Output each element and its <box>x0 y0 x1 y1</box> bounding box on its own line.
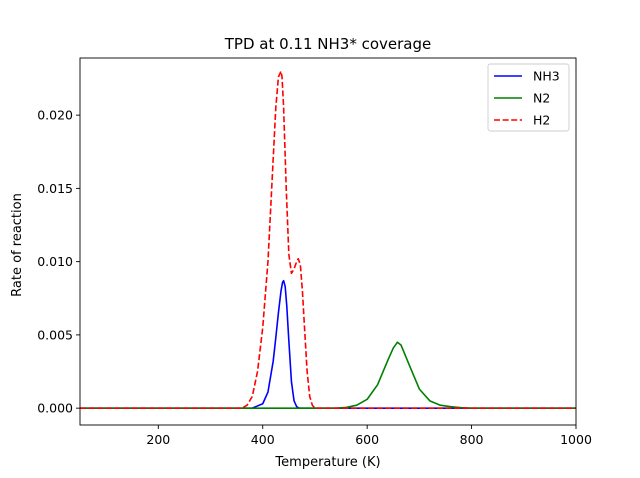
x-tick-label: 200 <box>146 432 170 447</box>
y-tick-label: 0.010 <box>37 254 73 269</box>
legend-label-nh3: NH3 <box>533 69 560 84</box>
legend-label-h2: H2 <box>533 113 550 128</box>
legend-box <box>487 63 570 132</box>
series-line-n2 <box>80 341 576 409</box>
chart-title: TPD at 0.11 NH3* coverage <box>224 35 431 53</box>
legend: NH3 N2 H2 <box>487 63 570 132</box>
y-axis-title: Rate of reaction <box>10 193 25 297</box>
x-tick-label: 1000 <box>560 432 592 447</box>
x-tick-label: 600 <box>355 432 379 447</box>
series-line-nh3 <box>80 279 576 409</box>
legend-label-n2: N2 <box>533 91 550 106</box>
x-axis-title: Temperature (K) <box>274 455 380 470</box>
y-tick-label: 0.015 <box>37 181 73 196</box>
x-tick-label: 400 <box>251 432 275 447</box>
x-tick-label: 800 <box>460 432 484 447</box>
plot-area: 200 400 600 800 1000 0.000 0.005 0.010 0.015 0.02… <box>37 57 592 447</box>
series-line-h2 <box>80 70 576 409</box>
y-tick-label: 0.005 <box>37 327 73 342</box>
axes-frame <box>79 57 577 426</box>
y-tick-label: 0.020 <box>37 108 73 123</box>
y-tick-label: 0.000 <box>37 401 73 416</box>
